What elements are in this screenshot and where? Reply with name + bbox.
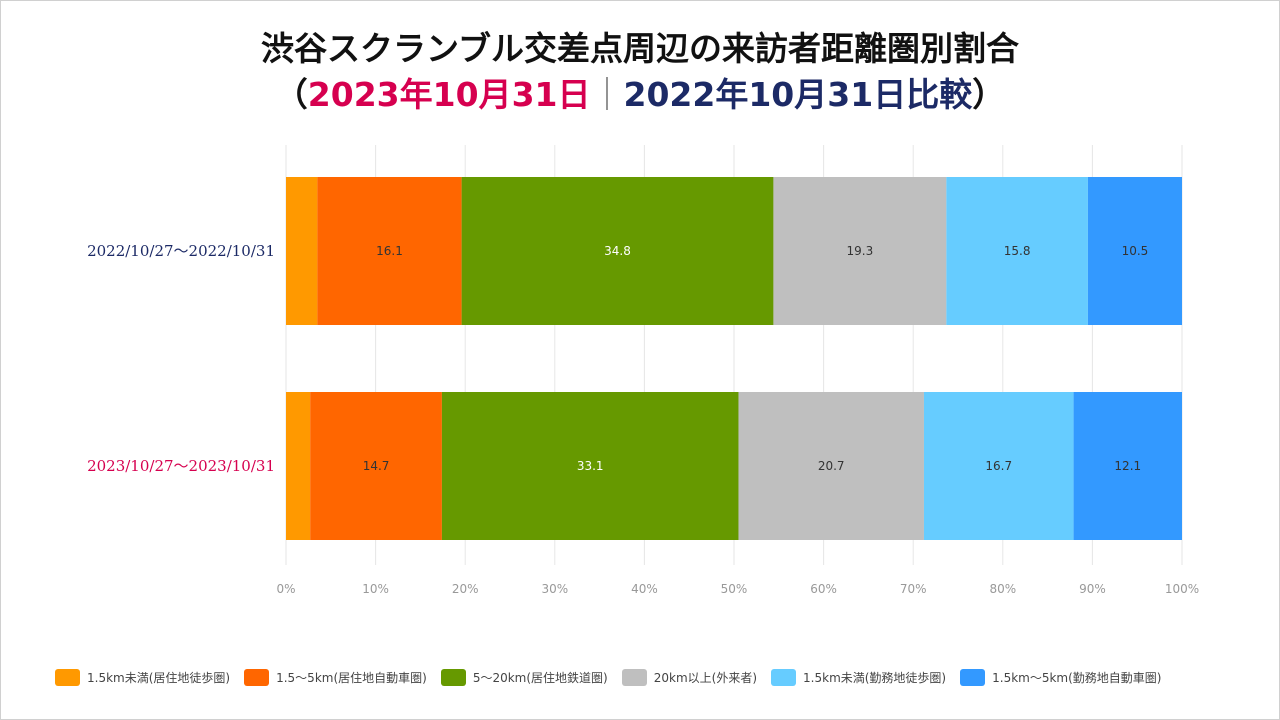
data-label: 34.8 (604, 244, 631, 258)
bar-segment (441, 392, 739, 540)
legend-label: 1.5km未満(居住地徒歩圏) (87, 671, 231, 685)
category-label: 2022/10/27〜2022/10/31 (87, 242, 275, 260)
data-label: 12.1 (1114, 459, 1141, 473)
data-label: 16.7 (985, 459, 1012, 473)
legend-label: 20km以上(外来者) (653, 671, 758, 685)
x-tick-label: 60% (810, 582, 837, 596)
legend-swatch (621, 669, 647, 686)
chart-title: 渋谷スクランブル交差点周辺の来訪者距離圏別割合 (260, 29, 1019, 68)
subtitle-close-paren: ） (972, 75, 1006, 114)
legend-item: 1.5km未満(勤務地徒歩圏) (771, 669, 946, 686)
bar-segment (1087, 177, 1182, 325)
legend-label: 1.5～5km(居住地自動車圏) (276, 671, 427, 685)
data-label: 16.1 (376, 244, 403, 258)
bar-segment (317, 177, 462, 325)
x-tick-label: 10% (362, 582, 389, 596)
bar-segment (738, 392, 924, 540)
subtitle-separator: ｜ (590, 75, 624, 114)
data-label: 33.1 (577, 459, 604, 473)
subtitle-compare: 比較 (906, 75, 973, 114)
legend-swatch (440, 669, 466, 686)
legend-item: 5～20km(居住地鉄道圏) (440, 669, 608, 686)
data-label: 20.7 (818, 459, 845, 473)
x-tick-label: 70% (900, 582, 927, 596)
legend-item: 1.5～5km(居住地自動車圏) (244, 669, 427, 686)
legend-swatch (771, 669, 797, 686)
bar-segment (461, 177, 774, 325)
category-label: 2023/10/27〜2023/10/31 (87, 457, 275, 475)
bar-segment (946, 177, 1088, 325)
subtitle-open-paren: （ (274, 75, 308, 114)
legend-label: 5～20km(居住地鉄道圏) (472, 671, 608, 685)
legend-item: 20km以上(外来者) (621, 669, 758, 686)
legend-swatch (55, 669, 80, 686)
legend-swatch (244, 669, 270, 686)
data-label: 10.5 (1122, 244, 1149, 258)
bar-segment (286, 177, 318, 325)
legend: 1.5km未満(居住地徒歩圏) 1.5～5km(居住地自動車圏) 5～20km(居住… (55, 669, 1176, 686)
data-label: 19.3 (847, 244, 874, 258)
legend-label: 1.5km～5km(勤務地自動車圏) (992, 671, 1162, 685)
x-tick-label: 30% (541, 582, 568, 596)
subtitle-date-2022: 2022年10月31日 (623, 75, 907, 114)
data-label: 14.7 (363, 459, 390, 473)
x-tick-label: 20% (452, 582, 479, 596)
x-tick-label: 0% (276, 582, 295, 596)
x-tick-label: 50% (721, 582, 748, 596)
legend-item: 1.5km～5km(勤務地自動車圏) (960, 669, 1162, 686)
chart-subtitle: （2023年10月31日｜2022年10月31日比較） (0, 68, 1280, 116)
subtitle-date-2023: 2023年10月31日 (307, 75, 591, 114)
legend-swatch (960, 669, 986, 686)
bar-segment (286, 392, 311, 540)
data-label: 15.8 (1004, 244, 1031, 258)
x-tick-label: 100% (1165, 582, 1199, 596)
bar-segment (1073, 392, 1182, 540)
legend-label: 1.5km未満(勤務地徒歩圏) (803, 671, 947, 685)
bar-segment (310, 392, 442, 540)
x-tick-label: 40% (631, 582, 658, 596)
x-tick-label: 90% (1079, 582, 1106, 596)
x-tick-label: 80% (989, 582, 1016, 596)
bar-segment (923, 392, 1074, 540)
legend-item: 1.5km未満(居住地徒歩圏) (55, 669, 230, 686)
bar-segment (773, 177, 947, 325)
